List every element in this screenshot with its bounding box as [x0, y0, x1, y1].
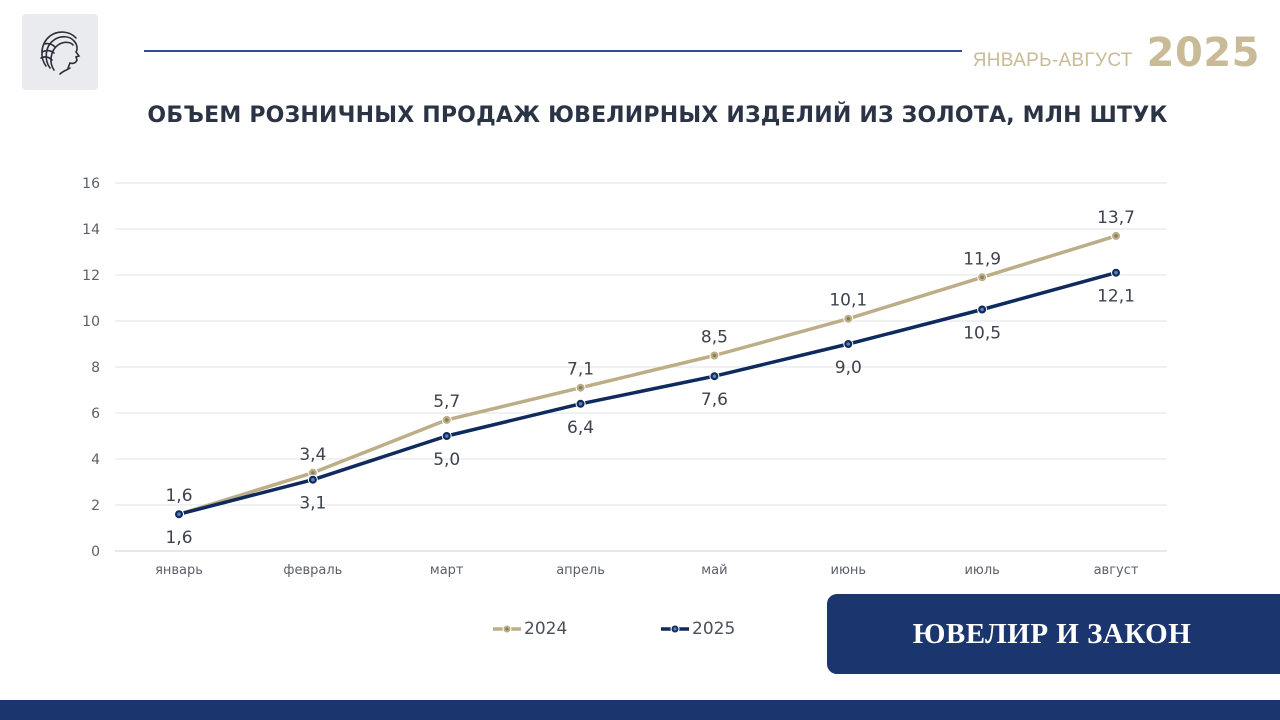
- legend-marker-2024: [493, 624, 521, 634]
- period-header: ЯНВАРЬ-АВГУСТ 2025: [973, 30, 1260, 76]
- data-label-2025: 7,6: [701, 390, 728, 410]
- data-point-2025: [977, 304, 988, 315]
- footer-bar: [0, 700, 1280, 720]
- x-tick-label: июль: [964, 563, 999, 578]
- data-point-2024: [977, 272, 988, 283]
- data-point-2024: [575, 382, 586, 393]
- data-point-core: [578, 402, 583, 406]
- y-tick-label: 12: [82, 268, 100, 284]
- period-year: 2025: [1146, 30, 1260, 76]
- y-tick-label: 4: [91, 452, 100, 468]
- data-point-2024: [1111, 230, 1121, 241]
- x-tick-label: июнь: [831, 563, 867, 578]
- data-label-2025: 1,6: [165, 528, 192, 548]
- data-point-core: [444, 418, 449, 422]
- data-point-core: [177, 512, 181, 516]
- x-tick-label: январь: [155, 563, 203, 578]
- data-point-2025: [307, 474, 318, 485]
- data-point-core: [712, 353, 717, 358]
- profile-logo-icon: [40, 31, 81, 75]
- data-point-core: [311, 477, 315, 482]
- y-tick-label: 14: [82, 222, 100, 238]
- data-label-2024: 8,5: [701, 328, 728, 348]
- data-point-core: [712, 374, 717, 379]
- data-label-2025: 3,1: [299, 494, 326, 514]
- data-point-2025: [441, 431, 452, 441]
- legend-label-2025: 2025: [692, 619, 736, 639]
- header-rule: [144, 50, 962, 52]
- data-label-2025: 9,0: [835, 358, 862, 378]
- period-label: ЯНВАРЬ-АВГУСТ: [972, 50, 1133, 71]
- data-point-core: [1114, 270, 1118, 275]
- data-label-2024: 7,1: [567, 360, 594, 380]
- data-point-core: [846, 316, 851, 321]
- y-tick-label: 8: [91, 360, 100, 376]
- y-tick-label: 10: [82, 314, 100, 330]
- y-tick-label: 2: [91, 498, 100, 514]
- data-point-2025: [843, 339, 854, 349]
- data-point-core: [980, 307, 984, 312]
- x-tick-label: апрель: [556, 563, 605, 578]
- data-point-core: [444, 434, 449, 438]
- data-label-2024: 5,7: [433, 392, 460, 412]
- legend-item-2024: 2024: [492, 619, 567, 639]
- y-tick-label: 0: [91, 544, 100, 560]
- y-tick-label: 16: [82, 176, 100, 192]
- data-label-2024: 1,6: [165, 486, 192, 506]
- data-point-2025: [174, 509, 184, 520]
- data-label-2024: 13,7: [1097, 208, 1135, 228]
- data-point-2025: [575, 398, 586, 409]
- data-label-2024: 10,1: [829, 291, 867, 311]
- data-point-2025: [1111, 267, 1121, 278]
- data-label-2024: 3,4: [299, 445, 326, 465]
- legend-label-2024: 2024: [524, 619, 568, 639]
- data-point-core: [1114, 234, 1118, 238]
- chart-title: ОБЪЕМ РОЗНИЧНЫХ ПРОДАЖ ЮВЕЛИРНЫХ ИЗДЕЛИЙ…: [147, 103, 1168, 128]
- data-label-2025: 10,5: [963, 324, 1001, 344]
- data-point-core: [311, 471, 315, 475]
- brand-banner: ЮВЕЛИР И ЗАКОН: [827, 594, 1280, 674]
- data-point-core: [846, 342, 851, 346]
- data-label-2025: 6,4: [567, 418, 594, 438]
- data-point-2024: [709, 350, 720, 361]
- line-chart: 0 2 4 6 8 10 12 14 16 январь февраль март апрель май и…: [82, 176, 1167, 578]
- series-line-2024: [177, 234, 1118, 516]
- data-label-2025: 12,1: [1097, 287, 1135, 307]
- data-point-2024: [441, 414, 452, 425]
- data-label-2024: 11,9: [963, 249, 1001, 269]
- data-label-2025: 5,0: [433, 450, 460, 470]
- logo: [22, 14, 98, 90]
- x-tick-label: август: [1094, 563, 1139, 578]
- legend-item-2025: 2025: [660, 619, 735, 639]
- data-point-2025: [709, 371, 720, 382]
- y-tick-label: 6: [91, 406, 100, 422]
- x-tick-label: май: [701, 563, 727, 578]
- x-tick-label: март: [430, 563, 464, 578]
- data-point-core: [578, 385, 583, 390]
- data-point-2024: [843, 313, 854, 324]
- series-line-2025: [177, 270, 1118, 516]
- data-point-core: [980, 275, 984, 280]
- x-tick-label: февраль: [283, 563, 342, 578]
- brand-name: ЮВЕЛИР И ЗАКОН: [912, 617, 1192, 650]
- legend-marker-2025: [661, 624, 689, 634]
